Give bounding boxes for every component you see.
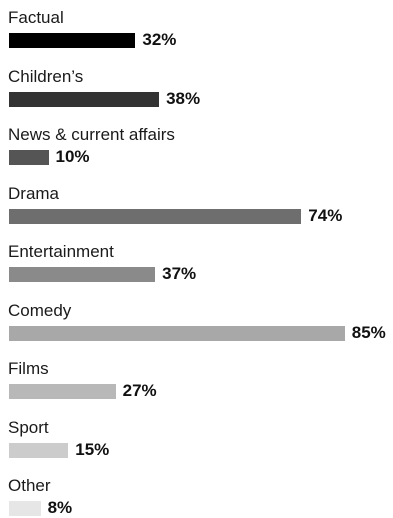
value-label: 10% bbox=[55, 147, 90, 166]
bar bbox=[9, 267, 156, 282]
category-label: Factual bbox=[8, 8, 64, 27]
bar bbox=[9, 150, 49, 165]
category-label: Drama bbox=[8, 183, 60, 203]
category-label: Other bbox=[8, 476, 51, 495]
bar bbox=[9, 501, 41, 516]
category-label: Sport bbox=[8, 417, 49, 437]
value-label: 27% bbox=[122, 381, 157, 400]
bar bbox=[9, 442, 69, 458]
category-label: Comedy bbox=[8, 300, 72, 320]
value-label: 37% bbox=[162, 264, 197, 283]
bar bbox=[9, 208, 302, 224]
bar bbox=[9, 325, 345, 341]
bar bbox=[9, 384, 116, 399]
category-label: Films bbox=[8, 359, 49, 378]
value-label: 15% bbox=[75, 439, 110, 459]
category-label: Entertainment bbox=[8, 242, 114, 261]
category-label: News & current affairs bbox=[8, 125, 175, 144]
bar bbox=[9, 91, 160, 107]
value-label: 85% bbox=[351, 322, 386, 342]
value-label: 74% bbox=[308, 205, 343, 225]
value-label: 8% bbox=[47, 498, 73, 517]
category-label: Children’s bbox=[8, 66, 84, 86]
value-label: 38% bbox=[166, 88, 201, 108]
bar bbox=[9, 33, 136, 48]
value-label: 32% bbox=[142, 30, 177, 49]
